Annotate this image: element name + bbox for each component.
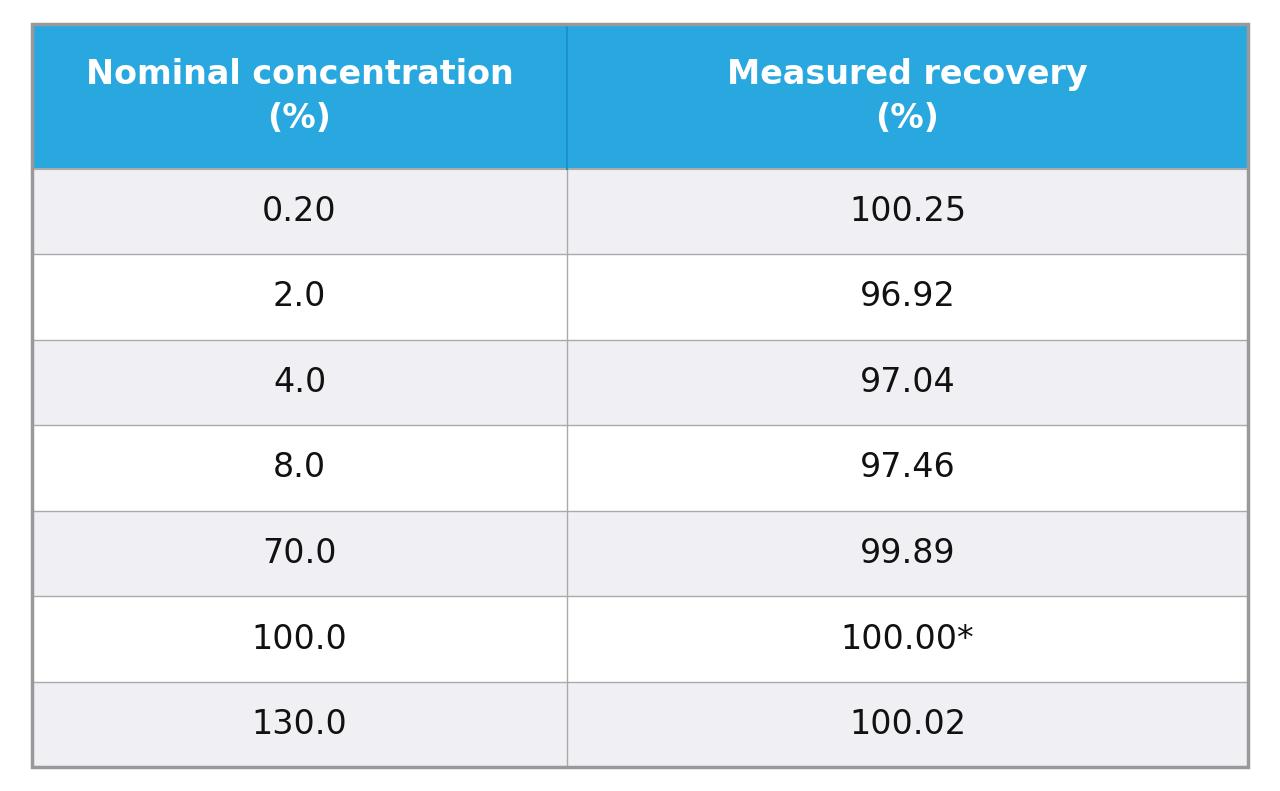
Text: (%): (%) [876, 102, 940, 135]
Text: Measured recovery: Measured recovery [727, 58, 1088, 91]
Text: 130.0: 130.0 [252, 708, 347, 741]
Text: 70.0: 70.0 [262, 537, 337, 570]
Text: (%): (%) [268, 102, 332, 135]
Text: 100.02: 100.02 [849, 708, 966, 741]
FancyBboxPatch shape [567, 24, 1248, 168]
FancyBboxPatch shape [567, 511, 1248, 596]
Text: 4.0: 4.0 [273, 366, 326, 399]
FancyBboxPatch shape [32, 168, 567, 254]
Text: 97.04: 97.04 [860, 366, 955, 399]
Text: 8.0: 8.0 [273, 452, 326, 485]
FancyBboxPatch shape [32, 24, 567, 168]
FancyBboxPatch shape [567, 426, 1248, 511]
FancyBboxPatch shape [567, 596, 1248, 682]
FancyBboxPatch shape [567, 168, 1248, 254]
Text: Nominal concentration: Nominal concentration [86, 58, 513, 91]
Text: 99.89: 99.89 [860, 537, 955, 570]
Text: 100.0: 100.0 [252, 623, 347, 656]
Text: 2.0: 2.0 [273, 281, 326, 313]
FancyBboxPatch shape [32, 426, 567, 511]
FancyBboxPatch shape [32, 682, 567, 767]
Text: 100.25: 100.25 [849, 195, 966, 228]
FancyBboxPatch shape [32, 596, 567, 682]
Text: 100.00*: 100.00* [841, 623, 974, 656]
FancyBboxPatch shape [32, 254, 567, 339]
FancyBboxPatch shape [567, 339, 1248, 426]
Text: 0.20: 0.20 [262, 195, 337, 228]
FancyBboxPatch shape [32, 511, 567, 596]
FancyBboxPatch shape [32, 339, 567, 426]
FancyBboxPatch shape [567, 682, 1248, 767]
Text: 96.92: 96.92 [860, 281, 955, 313]
FancyBboxPatch shape [567, 254, 1248, 339]
Text: 97.46: 97.46 [860, 452, 955, 485]
